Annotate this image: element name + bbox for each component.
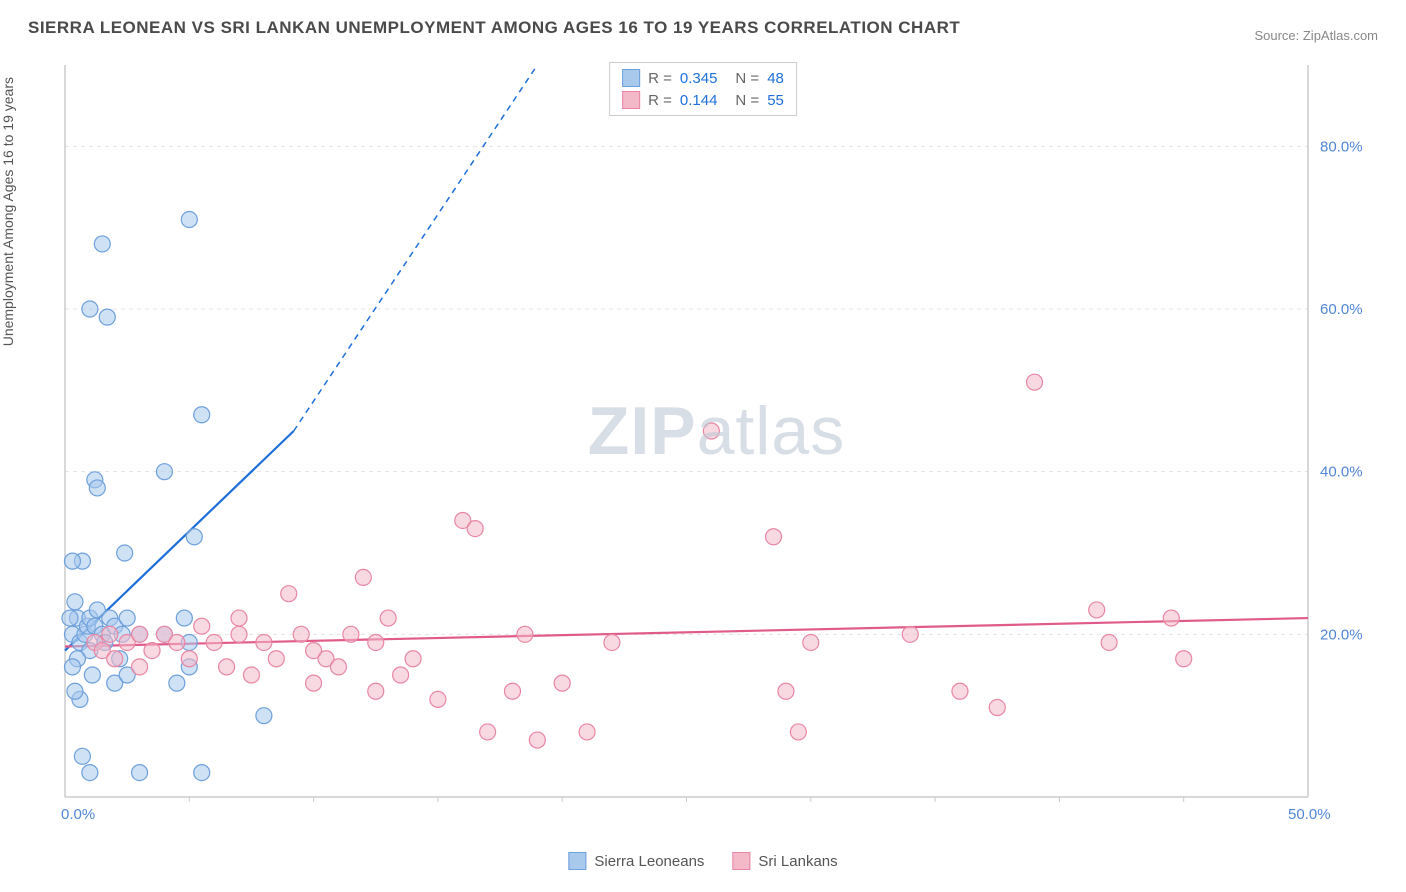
swatch-series-1 [568,852,586,870]
series-legend: Sierra Leoneans Sri Lankans [568,852,837,870]
n-value-2: 55 [767,92,784,109]
series-legend-item-1: Sierra Leoneans [568,852,704,870]
svg-text:80.0%: 80.0% [1320,138,1363,155]
series-legend-label-1: Sierra Leoneans [594,853,704,870]
swatch-series-2 [622,91,640,109]
svg-text:60.0%: 60.0% [1320,301,1363,318]
correlation-legend-row-1: R = 0.345 N = 48 [622,69,784,87]
svg-text:50.0%: 50.0% [1288,806,1331,823]
r-value-1: 0.345 [680,70,718,87]
swatch-series-1 [622,69,640,87]
swatch-series-2 [732,852,750,870]
source-attribution: Source: ZipAtlas.com [1254,28,1378,43]
scatter-plot-svg: 20.0% 40.0% 60.0% 80.0% 0.0% 50.0% [55,60,1378,832]
series-legend-item-2: Sri Lankans [732,852,837,870]
r-label: R = [648,92,672,109]
r-value-2: 0.144 [680,92,718,109]
plot-area: 20.0%40.0%60.0%80.0%0.0%50.0% ZIPatlas [55,60,1378,832]
svg-text:40.0%: 40.0% [1320,464,1363,481]
n-label: N = [735,70,759,87]
chart-title: SIERRA LEONEAN VS SRI LANKAN UNEMPLOYMEN… [28,18,960,38]
r-label: R = [648,70,672,87]
svg-text:0.0%: 0.0% [61,806,95,823]
n-label: N = [735,92,759,109]
series-legend-label-2: Sri Lankans [758,853,837,870]
svg-text:20.0%: 20.0% [1320,626,1363,643]
correlation-legend: R = 0.345 N = 48 R = 0.144 N = 55 [609,62,797,116]
n-value-1: 48 [767,70,784,87]
y-axis-label: Unemployment Among Ages 16 to 19 years [0,77,16,346]
correlation-legend-row-2: R = 0.144 N = 55 [622,91,784,109]
